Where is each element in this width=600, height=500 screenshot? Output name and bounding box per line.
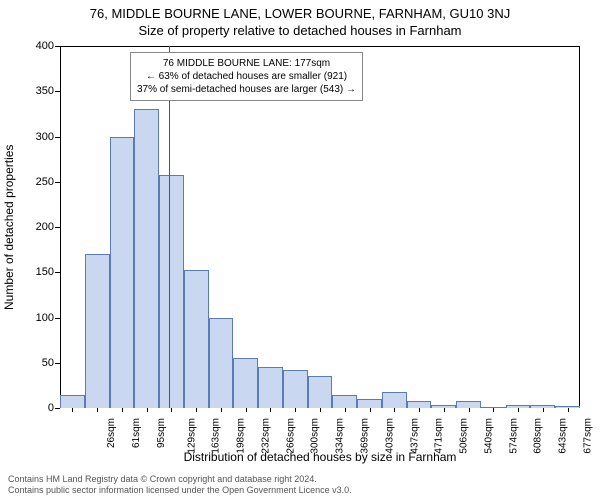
y-tick-mark bbox=[55, 408, 60, 409]
annotation-box: 76 MIDDLE BOURNE LANE: 177sqm ← 63% of d… bbox=[130, 52, 363, 101]
footer-credits: Contains HM Land Registry data © Crown c… bbox=[8, 474, 352, 496]
x-tick-mark bbox=[444, 408, 445, 412]
y-ticks: 050100150200250300350400 bbox=[0, 46, 60, 408]
y-tick-label: 300 bbox=[36, 131, 54, 143]
bar bbox=[357, 399, 382, 408]
x-tick-mark bbox=[246, 408, 247, 412]
x-tick-label: 506sqm bbox=[459, 418, 470, 454]
x-tick-mark bbox=[419, 408, 420, 412]
bar bbox=[308, 376, 333, 408]
y-tick-mark bbox=[55, 363, 60, 364]
chart-container: 76, MIDDLE BOURNE LANE, LOWER BOURNE, FA… bbox=[0, 0, 600, 500]
x-tick-label: 95sqm bbox=[156, 418, 167, 448]
x-tick-mark bbox=[196, 408, 197, 412]
x-tick-label: 300sqm bbox=[310, 418, 321, 454]
x-tick-label: 334sqm bbox=[335, 418, 346, 454]
x-tick-mark bbox=[221, 408, 222, 412]
bar bbox=[258, 367, 283, 408]
x-tick-mark bbox=[394, 408, 395, 412]
x-axis-title: Distribution of detached houses by size … bbox=[60, 450, 580, 464]
y-tick-label: 150 bbox=[36, 266, 54, 278]
x-tick-mark bbox=[568, 408, 569, 412]
x-tick-label: 471sqm bbox=[434, 418, 445, 454]
y-tick-label: 50 bbox=[42, 357, 54, 369]
bar bbox=[233, 358, 258, 408]
bar bbox=[85, 254, 110, 408]
y-tick-mark bbox=[55, 272, 60, 273]
x-tick-label: 677sqm bbox=[582, 418, 593, 454]
x-tick-label: 608sqm bbox=[533, 418, 544, 454]
bar bbox=[159, 175, 184, 408]
bar bbox=[209, 318, 234, 409]
footer-line2: Contains public sector information licen… bbox=[8, 485, 352, 496]
x-tick-label: 643sqm bbox=[558, 418, 569, 454]
bar bbox=[184, 270, 209, 408]
bar bbox=[382, 392, 407, 408]
x-tick-label: 403sqm bbox=[384, 418, 395, 454]
bar bbox=[60, 395, 85, 408]
x-tick-label: 232sqm bbox=[261, 418, 272, 454]
x-tick-label: 163sqm bbox=[211, 418, 222, 454]
annotation-line3: 37% of semi-detached houses are larger (… bbox=[137, 83, 356, 96]
y-tick-mark bbox=[55, 318, 60, 319]
bar bbox=[456, 401, 481, 408]
annotation-line1: 76 MIDDLE BOURNE LANE: 177sqm bbox=[137, 57, 356, 70]
y-tick-mark bbox=[55, 182, 60, 183]
x-tick-mark bbox=[469, 408, 470, 412]
x-tick-mark bbox=[543, 408, 544, 412]
x-tick-mark bbox=[147, 408, 148, 412]
y-tick-label: 200 bbox=[36, 221, 54, 233]
y-tick-label: 250 bbox=[36, 176, 54, 188]
bar bbox=[332, 395, 357, 408]
x-tick-label: 198sqm bbox=[236, 418, 247, 454]
y-tick-mark bbox=[55, 91, 60, 92]
plot-area: 76 MIDDLE BOURNE LANE: 177sqm ← 63% of d… bbox=[60, 46, 580, 408]
y-tick-mark bbox=[55, 227, 60, 228]
bar bbox=[134, 109, 159, 408]
y-tick-label: 350 bbox=[36, 85, 54, 97]
x-tick-mark bbox=[72, 408, 73, 412]
x-tick-mark bbox=[122, 408, 123, 412]
bar bbox=[283, 370, 308, 408]
x-tick-label: 574sqm bbox=[508, 418, 519, 454]
x-tick-label: 266sqm bbox=[285, 418, 296, 454]
x-tick-label: 61sqm bbox=[131, 418, 142, 448]
y-tick-mark bbox=[55, 46, 60, 47]
footer-line1: Contains HM Land Registry data © Crown c… bbox=[8, 474, 352, 485]
x-tick-mark bbox=[97, 408, 98, 412]
x-tick-mark bbox=[345, 408, 346, 412]
x-tick-label: 129sqm bbox=[186, 418, 197, 454]
y-tick-label: 400 bbox=[36, 40, 54, 52]
annotation-line2: ← 63% of detached houses are smaller (92… bbox=[137, 70, 356, 83]
y-tick-mark bbox=[55, 137, 60, 138]
x-tick-mark bbox=[370, 408, 371, 412]
x-tick-label: 437sqm bbox=[409, 418, 420, 454]
x-tick-mark bbox=[295, 408, 296, 412]
x-tick-mark bbox=[171, 408, 172, 412]
x-tick-label: 26sqm bbox=[106, 418, 117, 448]
y-tick-label: 0 bbox=[48, 402, 54, 414]
chart-main-title: 76, MIDDLE BOURNE LANE, LOWER BOURNE, FA… bbox=[0, 0, 600, 21]
x-tick-mark bbox=[270, 408, 271, 412]
x-tick-label: 540sqm bbox=[483, 418, 494, 454]
x-tick-label: 369sqm bbox=[360, 418, 371, 454]
x-tick-mark bbox=[518, 408, 519, 412]
y-tick-label: 100 bbox=[36, 312, 54, 324]
bar bbox=[110, 137, 135, 409]
x-tick-mark bbox=[320, 408, 321, 412]
bar bbox=[407, 401, 432, 408]
chart-sub-title: Size of property relative to detached ho… bbox=[0, 21, 600, 38]
x-tick-mark bbox=[493, 408, 494, 412]
